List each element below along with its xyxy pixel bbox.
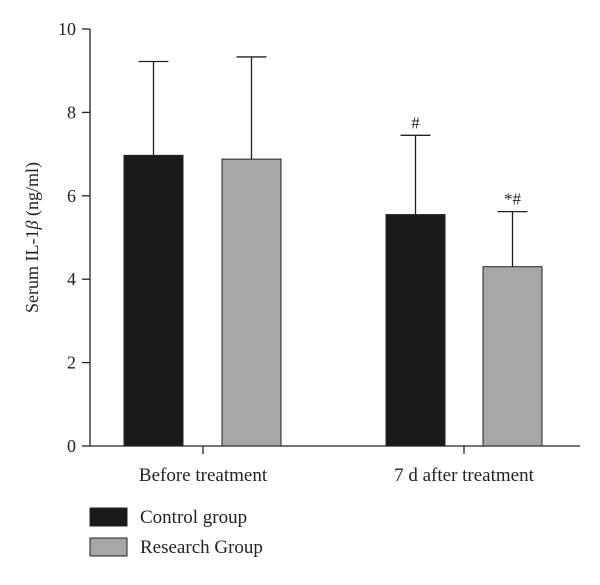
x-tick-label: Before treatment bbox=[139, 465, 268, 486]
y-tick-label: 0 bbox=[67, 436, 76, 456]
y-tick-label: 8 bbox=[67, 102, 76, 122]
bar-research-1 bbox=[482, 266, 543, 447]
y-tick-label: 2 bbox=[67, 353, 76, 373]
significance-marker: # bbox=[411, 113, 420, 132]
legend-label-research: Research Group bbox=[140, 537, 263, 558]
bar-control-0 bbox=[123, 154, 184, 447]
bars bbox=[123, 154, 543, 447]
legend-label-control: Control group bbox=[140, 507, 247, 528]
legend-swatch-research bbox=[89, 537, 128, 557]
y-tick-label: 4 bbox=[67, 269, 76, 289]
y-axis-label: Serum IL-1β (ng/ml) bbox=[22, 162, 43, 313]
annotations: # *# bbox=[411, 113, 521, 208]
y-tick-label: 10 bbox=[58, 19, 76, 39]
y-tick-label: 6 bbox=[67, 186, 76, 206]
legend-swatch-control bbox=[89, 507, 128, 527]
bar-control-1 bbox=[385, 214, 446, 447]
axes: 0 2 4 6 8 10 Before treatment 7 d after treatme… bbox=[22, 19, 580, 486]
legend: Control group Research Group bbox=[89, 507, 263, 558]
significance-marker: *# bbox=[504, 190, 522, 209]
bar-research-0 bbox=[221, 158, 282, 447]
error-bars bbox=[138, 56, 528, 267]
x-tick-label: 7 d after treatment bbox=[394, 465, 535, 486]
